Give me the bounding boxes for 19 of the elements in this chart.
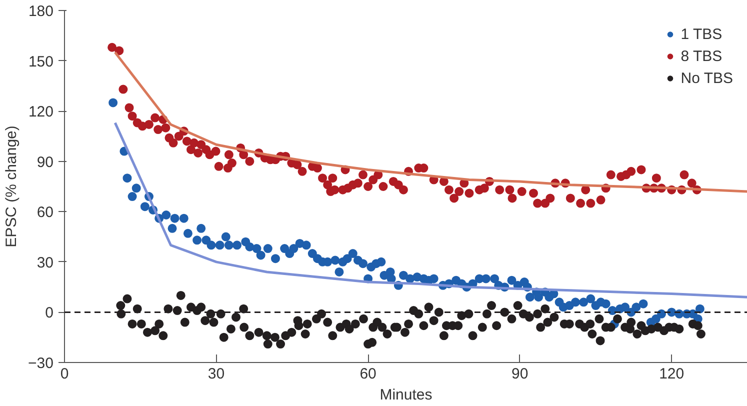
- y-tick-label: 60: [36, 204, 54, 222]
- legend-label: No TBS: [680, 70, 733, 86]
- x-tick-label: 0: [60, 366, 69, 382]
- line-series: [114, 122, 747, 298]
- legend-label: 8 TBS: [680, 48, 722, 64]
- y-tick-label: 0: [45, 304, 54, 322]
- x-tick-label: 90: [511, 366, 528, 382]
- y-tick-label: 120: [28, 104, 54, 121]
- y-tick-label: −30: [28, 355, 54, 372]
- x-axis-title: Minutes: [380, 386, 432, 404]
- y-tick-label: 30: [36, 254, 54, 272]
- y-tick-label: 180: [28, 3, 54, 20]
- y-tick-label: 90: [36, 154, 54, 171]
- x-tick-label: 30: [208, 366, 225, 382]
- x-tick-label: 120: [659, 366, 684, 382]
- y-axis-title: EPSC (% change): [3, 126, 20, 248]
- y-tick-label: 150: [28, 53, 54, 70]
- x-tick-label: 60: [360, 366, 376, 382]
- legend-label: 1 TBS: [680, 26, 722, 42]
